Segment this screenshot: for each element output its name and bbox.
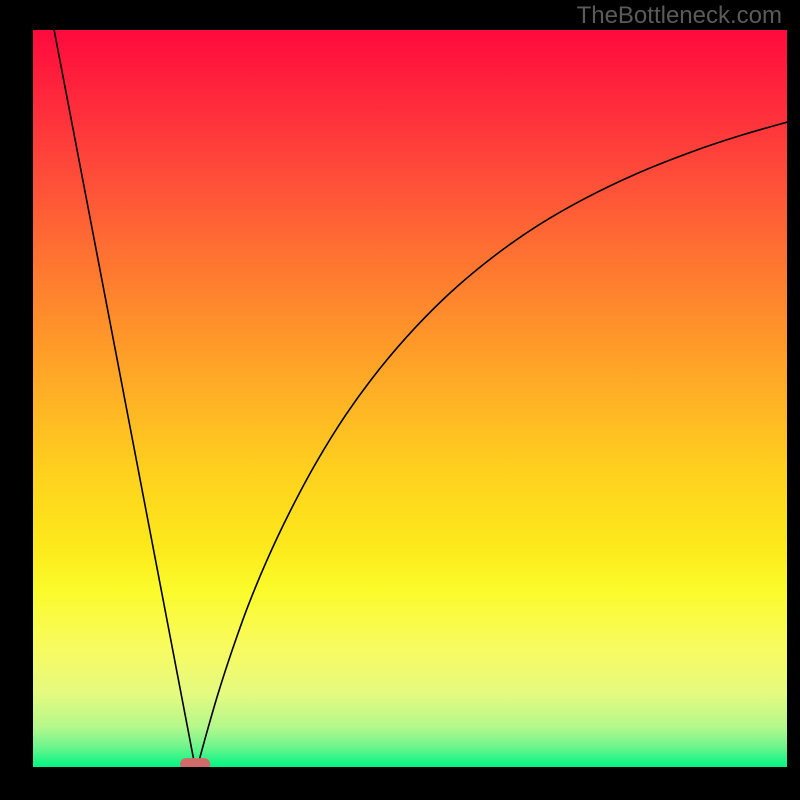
optimal-marker bbox=[180, 758, 210, 767]
watermark-text: TheBottleneck.com bbox=[577, 2, 782, 30]
gradient-background bbox=[33, 30, 787, 767]
chart-svg bbox=[33, 30, 787, 767]
chart-container: { "chart": { "type": "line-over-gradient… bbox=[0, 0, 800, 800]
plot-area bbox=[33, 30, 787, 767]
